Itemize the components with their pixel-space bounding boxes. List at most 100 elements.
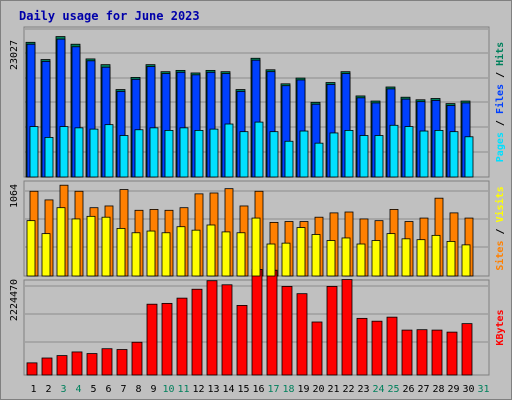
x-tick-label-30: 30 — [462, 384, 474, 395]
legend-visits-sites: Sites / Visits — [494, 186, 506, 270]
bar-hits-files-pages-pages-21 — [329, 132, 339, 178]
bar-kbytes-kbytes-24 — [371, 320, 383, 376]
x-tick-label-11: 11 — [177, 384, 189, 395]
bar-kbytes-kbytes-3 — [56, 355, 68, 376]
bar-visits-sites-visits-17 — [266, 243, 276, 277]
legend-part-visits-sites-2: Visits — [494, 186, 506, 222]
bar-visits-sites-visits-7 — [116, 228, 126, 277]
bar-hits-files-pages-pages-12 — [194, 129, 204, 178]
x-tick-label-8: 8 — [135, 384, 141, 395]
x-tick-label-14: 14 — [222, 384, 234, 395]
bar-visits-sites-visits-3 — [56, 207, 66, 277]
bar-hits-files-pages-pages-18 — [284, 140, 294, 178]
x-tick-label-17: 17 — [267, 384, 279, 395]
x-tick-label-22: 22 — [342, 384, 354, 395]
x-tick-label-27: 27 — [417, 384, 429, 395]
bar-kbytes-kbytes-8 — [131, 341, 143, 376]
x-tick-label-9: 9 — [150, 384, 156, 395]
legend-part-visits-sites-0: Sites — [494, 241, 506, 271]
legend-hits-files-pages: Pages / Files / Hits — [494, 42, 506, 162]
x-tick-label-7: 7 — [120, 384, 126, 395]
bar-hits-files-pages-pages-23 — [359, 135, 369, 178]
bar-hits-files-pages-pages-3 — [59, 126, 69, 178]
legend-part-hits-files-pages-2: Files — [494, 84, 506, 114]
bar-kbytes-kbytes-17 — [266, 269, 278, 376]
bar-kbytes-kbytes-10 — [161, 302, 173, 376]
bar-hits-files-pages-pages-1 — [29, 126, 39, 178]
bar-visits-sites-visits-12 — [191, 229, 201, 277]
bar-visits-sites-visits-26 — [401, 238, 411, 277]
x-tick-label-15: 15 — [237, 384, 249, 395]
legend-kbytes: KBytes — [495, 309, 506, 345]
legend-part-hits-files-pages-1: / — [495, 114, 506, 132]
bar-hits-files-pages-pages-10 — [164, 129, 174, 178]
bar-hits-files-pages-pages-26 — [404, 126, 414, 178]
bar-visits-sites-visits-15 — [236, 232, 246, 277]
bar-kbytes-kbytes-20 — [311, 321, 323, 376]
bar-hits-files-pages-pages-5 — [89, 128, 99, 178]
bar-kbytes-kbytes-21 — [326, 285, 338, 376]
x-tick-label-16: 16 — [252, 384, 264, 395]
x-tick-label-1: 1 — [30, 384, 36, 395]
x-tick-label-5: 5 — [90, 384, 96, 395]
bar-kbytes-kbytes-25 — [386, 316, 398, 376]
bar-visits-sites-visits-8 — [131, 232, 141, 277]
x-tick-label-24: 24 — [372, 384, 384, 395]
bar-visits-sites-visits-6 — [101, 216, 111, 277]
bar-hits-files-pages-pages-11 — [179, 127, 189, 178]
bar-visits-sites-visits-29 — [446, 241, 456, 277]
bar-visits-sites-visits-23 — [356, 243, 366, 277]
bar-hits-files-pages-pages-15 — [239, 131, 249, 178]
x-tick-label-4: 4 — [75, 384, 81, 395]
bar-kbytes-kbytes-28 — [431, 329, 443, 376]
bar-visits-sites-visits-24 — [371, 240, 381, 277]
bar-hits-files-pages-pages-4 — [74, 127, 84, 178]
bar-kbytes-kbytes-7 — [116, 349, 128, 376]
bar-hits-files-pages-pages-16 — [254, 121, 264, 178]
bar-kbytes-kbytes-23 — [356, 317, 368, 376]
x-tick-label-23: 23 — [357, 384, 369, 395]
bar-visits-sites-visits-4 — [71, 218, 81, 277]
bar-kbytes-kbytes-14 — [221, 284, 233, 376]
bar-kbytes-kbytes-13 — [206, 280, 218, 376]
max-label-hits-files-pages: 23027 — [9, 40, 20, 70]
chart-title: Daily usage for June 2023 — [19, 9, 200, 23]
bar-kbytes-kbytes-29 — [446, 331, 458, 376]
legend-part-hits-files-pages-0: Pages — [495, 132, 506, 162]
bar-kbytes-kbytes-22 — [341, 279, 353, 376]
bar-visits-sites-visits-9 — [146, 230, 156, 277]
max-label-visits-sites: 1064 — [9, 184, 20, 208]
bar-visits-sites-visits-10 — [161, 232, 171, 277]
x-tick-label-18: 18 — [282, 384, 294, 395]
bar-hits-files-pages-pages-19 — [299, 130, 309, 178]
bar-hits-files-pages-pages-27 — [419, 130, 429, 178]
bar-visits-sites-visits-20 — [311, 234, 321, 277]
bar-hits-files-pages-pages-8 — [134, 129, 144, 178]
bar-kbytes-kbytes-27 — [416, 329, 428, 376]
legend-part-visits-sites-1: / — [495, 222, 506, 240]
bar-visits-sites-visits-16 — [251, 217, 261, 277]
bar-kbytes-kbytes-1 — [26, 362, 38, 376]
bar-hits-files-pages-pages-2 — [44, 137, 54, 178]
bar-hits-files-pages-pages-14 — [224, 123, 234, 178]
x-tick-label-12: 12 — [192, 384, 204, 395]
x-tick-label-13: 13 — [207, 384, 219, 395]
x-tick-label-31: 31 — [477, 384, 489, 395]
bar-hits-files-pages-pages-30 — [464, 136, 474, 178]
bar-kbytes-kbytes-6 — [101, 348, 113, 376]
bar-hits-files-pages-pages-22 — [344, 129, 354, 178]
bar-visits-sites-visits-30 — [461, 244, 471, 277]
bar-kbytes-kbytes-12 — [191, 288, 203, 376]
x-tick-label-26: 26 — [402, 384, 414, 395]
x-tick-label-29: 29 — [447, 384, 459, 395]
bar-hits-files-pages-pages-17 — [269, 131, 279, 178]
x-tick-label-19: 19 — [297, 384, 309, 395]
bar-kbytes-kbytes-5 — [86, 353, 98, 376]
bar-hits-files-pages-pages-20 — [314, 142, 324, 178]
bar-kbytes-kbytes-2 — [41, 357, 53, 376]
bar-hits-files-pages-pages-25 — [389, 124, 399, 178]
bar-hits-files-pages-pages-24 — [374, 135, 384, 178]
bar-hits-files-pages-pages-9 — [149, 127, 159, 178]
bar-visits-sites-visits-13 — [206, 224, 216, 277]
